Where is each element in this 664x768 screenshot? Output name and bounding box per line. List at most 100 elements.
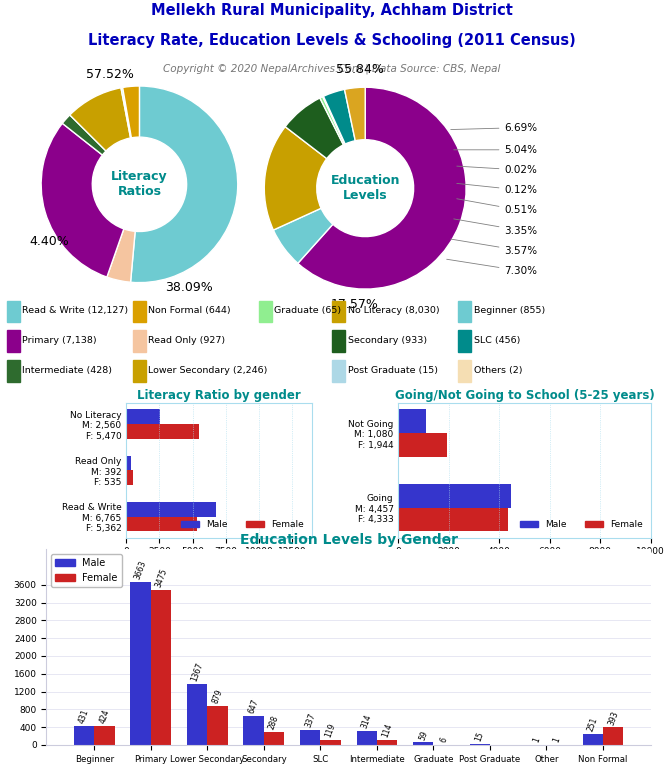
Text: 119: 119 bbox=[324, 722, 337, 739]
Text: Literacy Rate, Education Levels & Schooling (2011 Census): Literacy Rate, Education Levels & School… bbox=[88, 33, 576, 48]
Text: 6.69%: 6.69% bbox=[451, 123, 538, 133]
Wedge shape bbox=[323, 96, 345, 144]
Wedge shape bbox=[274, 208, 333, 263]
Bar bbox=[320, 740, 341, 745]
Legend: Male, Female: Male, Female bbox=[516, 517, 646, 533]
Text: 15: 15 bbox=[474, 731, 485, 743]
Text: Post Graduate (15): Post Graduate (15) bbox=[347, 366, 438, 375]
Text: Read Only (927): Read Only (927) bbox=[148, 336, 226, 345]
Bar bbox=[264, 732, 284, 745]
Bar bbox=[398, 433, 448, 457]
Text: 251: 251 bbox=[586, 716, 600, 733]
Wedge shape bbox=[264, 127, 327, 230]
FancyBboxPatch shape bbox=[133, 360, 146, 382]
Bar bbox=[398, 508, 508, 531]
Text: 0.51%: 0.51% bbox=[457, 199, 537, 215]
Wedge shape bbox=[62, 115, 106, 155]
FancyBboxPatch shape bbox=[7, 360, 20, 382]
Text: 424: 424 bbox=[98, 708, 111, 725]
Bar bbox=[126, 455, 131, 470]
Text: 59: 59 bbox=[417, 729, 429, 741]
Text: 337: 337 bbox=[303, 712, 317, 729]
Wedge shape bbox=[131, 86, 238, 283]
Text: 3.57%: 3.57% bbox=[451, 239, 538, 256]
Text: 647: 647 bbox=[247, 698, 260, 715]
Text: 114: 114 bbox=[380, 722, 394, 739]
Text: 57.52%: 57.52% bbox=[86, 68, 134, 81]
Bar bbox=[357, 731, 377, 745]
Text: Education
Levels: Education Levels bbox=[331, 174, 400, 202]
Bar bbox=[398, 409, 426, 433]
Text: 431: 431 bbox=[78, 708, 91, 725]
Title: Literacy Ratio by gender: Literacy Ratio by gender bbox=[137, 389, 301, 402]
Bar bbox=[300, 730, 320, 745]
Text: No Literacy (8,030): No Literacy (8,030) bbox=[347, 306, 439, 315]
Text: 879: 879 bbox=[210, 688, 224, 705]
Wedge shape bbox=[107, 229, 135, 282]
Text: Lower Secondary (2,246): Lower Secondary (2,246) bbox=[148, 366, 268, 375]
Text: Primary (7,138): Primary (7,138) bbox=[22, 336, 97, 345]
Bar bbox=[187, 684, 207, 745]
Text: 38.09%: 38.09% bbox=[165, 281, 212, 294]
Wedge shape bbox=[323, 96, 345, 144]
Text: SLC (456): SLC (456) bbox=[473, 336, 520, 345]
Text: 4.40%: 4.40% bbox=[29, 235, 69, 248]
Bar bbox=[398, 484, 511, 508]
Bar bbox=[244, 717, 264, 745]
Text: Read & Write (12,127): Read & Write (12,127) bbox=[22, 306, 128, 315]
Wedge shape bbox=[320, 97, 345, 145]
Text: 1: 1 bbox=[531, 737, 541, 743]
Bar bbox=[377, 740, 397, 745]
Text: 7.30%: 7.30% bbox=[447, 260, 537, 276]
Bar bbox=[126, 502, 216, 517]
Text: 0.12%: 0.12% bbox=[457, 184, 537, 195]
Text: 3.35%: 3.35% bbox=[454, 219, 538, 236]
Wedge shape bbox=[323, 89, 355, 144]
FancyBboxPatch shape bbox=[133, 330, 146, 353]
Text: Copyright © 2020 NepalArchives.Com | Data Source: CBS, Nepal: Copyright © 2020 NepalArchives.Com | Dat… bbox=[163, 64, 501, 74]
Wedge shape bbox=[121, 88, 131, 138]
Text: Non Formal (644): Non Formal (644) bbox=[148, 306, 231, 315]
Text: Intermediate (428): Intermediate (428) bbox=[22, 366, 112, 375]
Bar bbox=[207, 706, 228, 745]
Legend: Male, Female: Male, Female bbox=[51, 554, 122, 587]
Text: 6: 6 bbox=[438, 736, 449, 743]
Text: Literacy
Ratios: Literacy Ratios bbox=[111, 170, 168, 198]
Bar bbox=[130, 582, 151, 745]
FancyBboxPatch shape bbox=[332, 360, 345, 382]
Title: Going/Not Going to School (5-25 years): Going/Not Going to School (5-25 years) bbox=[394, 389, 655, 402]
Text: Mellekh Rural Municipality, Achham District: Mellekh Rural Municipality, Achham Distr… bbox=[151, 4, 513, 18]
Legend: Male, Female: Male, Female bbox=[177, 517, 307, 533]
FancyBboxPatch shape bbox=[332, 300, 345, 323]
FancyBboxPatch shape bbox=[458, 330, 471, 353]
Bar bbox=[126, 424, 199, 439]
Bar bbox=[582, 733, 603, 745]
Wedge shape bbox=[285, 98, 343, 159]
Title: Education Levels by Gender: Education Levels by Gender bbox=[240, 532, 457, 547]
Text: 5.04%: 5.04% bbox=[454, 145, 537, 155]
Text: 0.02%: 0.02% bbox=[457, 165, 537, 175]
Bar bbox=[413, 743, 434, 745]
Text: 393: 393 bbox=[606, 710, 620, 727]
Text: 288: 288 bbox=[268, 714, 281, 731]
Bar bbox=[74, 726, 94, 745]
Wedge shape bbox=[345, 88, 365, 141]
FancyBboxPatch shape bbox=[133, 300, 146, 323]
Text: Graduate (65): Graduate (65) bbox=[274, 306, 341, 315]
FancyBboxPatch shape bbox=[332, 330, 345, 353]
Wedge shape bbox=[70, 88, 131, 151]
Text: 1367: 1367 bbox=[190, 662, 205, 683]
Bar bbox=[603, 727, 623, 745]
FancyBboxPatch shape bbox=[7, 300, 20, 323]
Bar bbox=[126, 409, 160, 424]
Bar bbox=[94, 726, 115, 745]
Text: Beginner (855): Beginner (855) bbox=[473, 306, 545, 315]
Bar bbox=[151, 591, 171, 745]
FancyBboxPatch shape bbox=[458, 300, 471, 323]
FancyBboxPatch shape bbox=[7, 330, 20, 353]
Text: 3663: 3663 bbox=[133, 559, 148, 581]
Wedge shape bbox=[298, 88, 466, 289]
FancyBboxPatch shape bbox=[259, 300, 272, 323]
Text: 55.84%: 55.84% bbox=[336, 62, 384, 75]
Wedge shape bbox=[123, 86, 139, 137]
